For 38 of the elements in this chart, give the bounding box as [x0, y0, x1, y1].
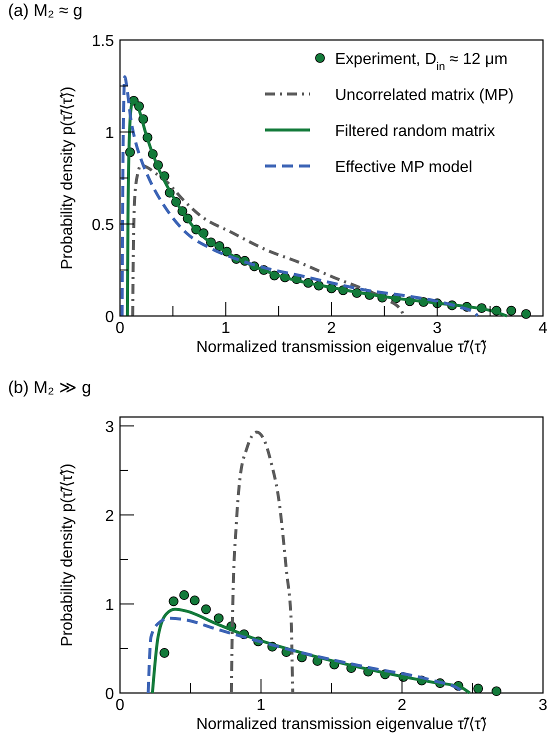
- legend-label: Experiment, D$_{in}$ ≈ 12 μm: [335, 51, 508, 73]
- legend-label: Filtered random matrix: [335, 123, 496, 140]
- x-tick-label: 3: [538, 697, 548, 714]
- point: [160, 648, 170, 658]
- x-tick-label: 3: [432, 320, 442, 337]
- x-tick-label: 2: [398, 697, 407, 714]
- x-tick-label: 1: [256, 697, 266, 714]
- point: [201, 604, 211, 614]
- legend-label: Effective MP model: [335, 159, 472, 176]
- point: [492, 686, 502, 696]
- x-tick-label: 4: [538, 320, 548, 337]
- y-axis-title: Probability density p(τ̃/⟨τ̃⟩): [59, 86, 76, 270]
- y-tick-label: 2: [105, 508, 114, 525]
- line-series: [230, 430, 294, 694]
- x-axis-title: Normalized transmission eigenvalue τ̃/⟨τ̃⟩: [196, 339, 487, 356]
- x-tick-label: 0: [116, 320, 125, 337]
- point: [521, 309, 531, 319]
- chart-title: (b) M₂ ≫ g: [8, 378, 92, 397]
- chart-title: (a) M₂ ≈ g: [8, 1, 82, 20]
- x-tick-label: 1: [221, 320, 230, 337]
- point: [506, 306, 516, 316]
- y-tick-label: 0: [105, 309, 114, 326]
- point: [190, 596, 200, 606]
- x-axis-title: Normalized transmission eigenvalue τ̃/⟨τ̃⟩: [196, 716, 487, 733]
- y-tick-label: 0.5: [92, 217, 114, 234]
- x-tick-label: 0: [116, 697, 125, 714]
- legend-label: Uncorrelated matrix (MP): [335, 87, 514, 104]
- point: [214, 613, 224, 624]
- point: [179, 590, 190, 600]
- y-axis-title: Probability density p(τ̃/⟨τ̃⟩): [59, 464, 76, 646]
- point: [168, 596, 178, 606]
- y-tick-label: 0: [105, 686, 114, 703]
- x-tick-label: 2: [327, 320, 336, 337]
- y-tick-label: 1.5: [92, 33, 114, 50]
- y-tick-label: 1: [105, 125, 114, 142]
- point: [473, 684, 484, 694]
- y-tick-label: 3: [105, 418, 114, 436]
- y-tick-label: 1: [105, 596, 114, 614]
